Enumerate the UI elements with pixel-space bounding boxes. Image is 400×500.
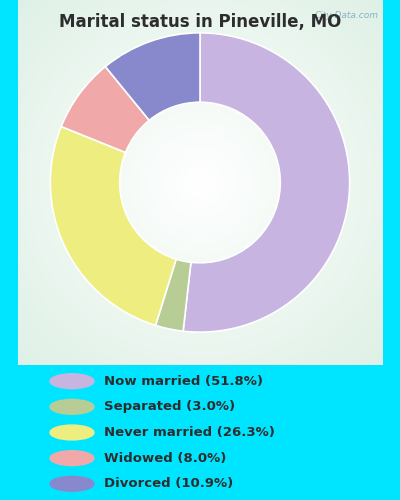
Wedge shape <box>183 33 350 332</box>
Text: City-Data.com: City-Data.com <box>315 11 379 20</box>
Text: Widowed (8.0%): Widowed (8.0%) <box>104 452 226 464</box>
Circle shape <box>50 425 94 440</box>
Wedge shape <box>156 259 191 331</box>
Circle shape <box>50 450 94 466</box>
Text: Now married (51.8%): Now married (51.8%) <box>104 374 263 388</box>
Text: Divorced (10.9%): Divorced (10.9%) <box>104 478 233 490</box>
Circle shape <box>50 400 94 414</box>
Text: Never married (26.3%): Never married (26.3%) <box>104 426 275 439</box>
Circle shape <box>50 476 94 491</box>
Wedge shape <box>50 126 176 326</box>
Text: Separated (3.0%): Separated (3.0%) <box>104 400 235 413</box>
Wedge shape <box>105 33 200 120</box>
Text: Marital status in Pineville, MO: Marital status in Pineville, MO <box>59 12 341 30</box>
Wedge shape <box>61 66 149 152</box>
Circle shape <box>50 374 94 388</box>
